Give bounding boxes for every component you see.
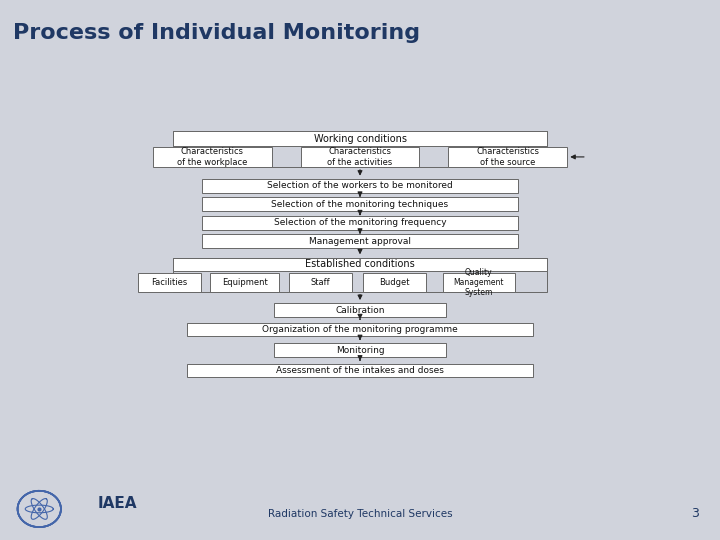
Text: Organization of the monitoring programme: Organization of the monitoring programme bbox=[262, 325, 458, 334]
FancyBboxPatch shape bbox=[202, 216, 518, 229]
FancyBboxPatch shape bbox=[363, 273, 426, 292]
Text: Equipment: Equipment bbox=[222, 278, 268, 287]
Text: Working conditions: Working conditions bbox=[313, 134, 407, 144]
Text: Characteristics
of the activities: Characteristics of the activities bbox=[328, 147, 392, 167]
FancyBboxPatch shape bbox=[274, 303, 446, 317]
Text: Selection of the monitoring techniques: Selection of the monitoring techniques bbox=[271, 200, 449, 209]
Text: Staff: Staff bbox=[310, 278, 330, 287]
FancyBboxPatch shape bbox=[138, 273, 201, 292]
Text: Assessment of the intakes and doses: Assessment of the intakes and doses bbox=[276, 366, 444, 375]
FancyBboxPatch shape bbox=[202, 179, 518, 193]
Text: Process of Individual Monitoring: Process of Individual Monitoring bbox=[13, 23, 420, 43]
Text: Quality
Management
System: Quality Management System bbox=[454, 268, 504, 298]
Text: Facilities: Facilities bbox=[151, 278, 187, 287]
Text: Budget: Budget bbox=[379, 278, 410, 287]
FancyBboxPatch shape bbox=[289, 273, 352, 292]
Text: Characteristics
of the workplace: Characteristics of the workplace bbox=[177, 147, 248, 167]
FancyBboxPatch shape bbox=[153, 147, 271, 167]
Text: Characteristics
of the source: Characteristics of the source bbox=[476, 147, 539, 167]
FancyBboxPatch shape bbox=[187, 363, 533, 377]
Text: Management approval: Management approval bbox=[309, 237, 411, 246]
FancyBboxPatch shape bbox=[173, 131, 547, 146]
FancyBboxPatch shape bbox=[448, 147, 567, 167]
FancyBboxPatch shape bbox=[202, 234, 518, 248]
Text: Selection of the monitoring frequency: Selection of the monitoring frequency bbox=[274, 218, 446, 227]
Text: 3: 3 bbox=[691, 508, 698, 521]
Text: Selection of the workers to be monitored: Selection of the workers to be monitored bbox=[267, 181, 453, 190]
Text: Calibration: Calibration bbox=[336, 306, 384, 315]
Text: Radiation Safety Technical Services: Radiation Safety Technical Services bbox=[268, 509, 452, 519]
FancyBboxPatch shape bbox=[202, 198, 518, 211]
FancyBboxPatch shape bbox=[274, 343, 446, 357]
FancyBboxPatch shape bbox=[210, 273, 279, 292]
Text: Established conditions: Established conditions bbox=[305, 259, 415, 269]
FancyBboxPatch shape bbox=[443, 273, 515, 292]
Text: Monitoring: Monitoring bbox=[336, 346, 384, 355]
Text: IAEA: IAEA bbox=[97, 496, 137, 511]
FancyBboxPatch shape bbox=[187, 322, 533, 336]
FancyBboxPatch shape bbox=[301, 147, 419, 167]
FancyBboxPatch shape bbox=[173, 258, 547, 271]
